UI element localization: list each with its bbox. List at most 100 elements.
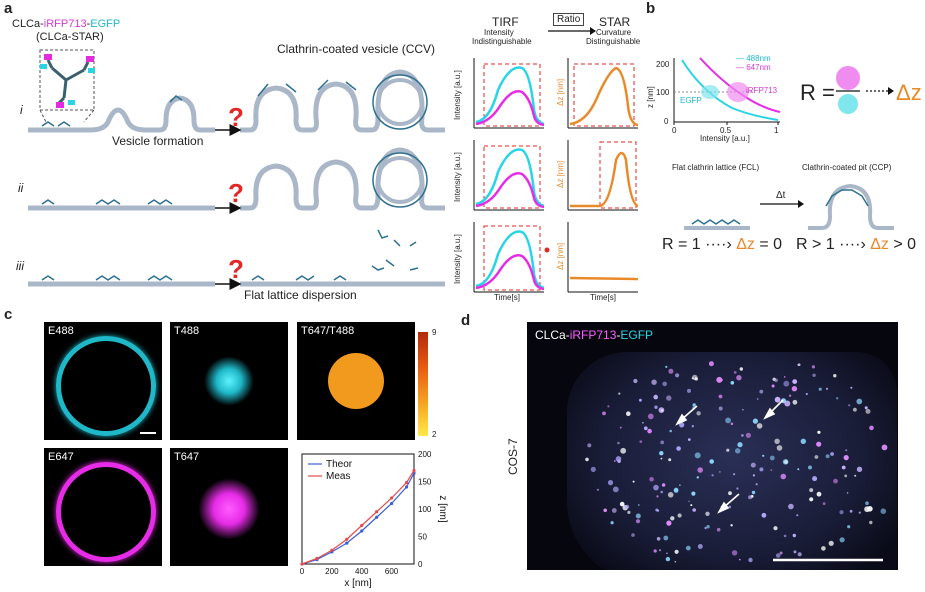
row-iii-label: iii	[16, 259, 24, 273]
ccv-title: Clathrin-coated vesicle (CCV)	[277, 42, 436, 56]
vesicle-dot	[675, 373, 680, 378]
trace-tirf-i	[473, 58, 545, 129]
vesicle-dot	[706, 525, 710, 529]
vesicle-dot	[825, 454, 830, 459]
fcl-eq-zero: = 0	[759, 236, 783, 253]
vesicle-dot	[797, 468, 800, 471]
vesicle-dot	[816, 441, 822, 447]
vesicle-dot	[822, 502, 826, 505]
vesicle-dot	[869, 520, 873, 525]
vesicle-dot	[756, 423, 763, 429]
probe-irfp: iRFP713	[43, 18, 87, 30]
vesicle-dot	[619, 426, 622, 429]
vesicle-dot	[661, 483, 666, 487]
vesicle-dot	[761, 512, 767, 518]
ratio-box: Ratio	[553, 13, 585, 26]
vesicle-dot	[848, 404, 851, 407]
tile-e488: E488	[44, 322, 162, 440]
ratio-arrow	[548, 27, 596, 35]
vesicle-dot	[733, 371, 737, 374]
vesicle-dot	[752, 418, 758, 424]
vesicle-dot	[670, 516, 675, 521]
legend-647: — 647nm	[736, 63, 771, 72]
trace-star-iii	[567, 222, 639, 293]
vesicle-dot	[692, 508, 696, 512]
row-ii-membrane	[28, 147, 445, 214]
vesicle-dot	[780, 473, 787, 480]
vesicle-dot	[668, 368, 674, 374]
vesicle-dot	[602, 411, 606, 416]
vesicle-dot	[656, 537, 661, 541]
d-title-irfp: iRFP713	[569, 328, 617, 342]
vesicle-dot	[660, 440, 665, 445]
vesicle-dot	[649, 477, 654, 482]
vesicle-dot	[880, 508, 887, 514]
vesicle-dot	[774, 378, 778, 383]
vesicle-dot	[739, 367, 743, 371]
vesicle-dot	[739, 558, 741, 561]
vesicle-dot	[726, 448, 730, 452]
vesicle-dot	[615, 456, 622, 462]
vesicle-dot	[635, 513, 641, 519]
d-title-prefix: CLCa-	[535, 328, 570, 342]
flat-lattice-dispersion-label: Flat lattice dispersion	[244, 288, 357, 302]
vesicle-dot	[626, 411, 631, 416]
row-i-label: i	[20, 103, 23, 117]
probe-dash: -	[86, 18, 91, 30]
ylabel-intensity-i: Intensity [a.u.]	[453, 70, 462, 120]
vesicle-dot	[677, 513, 682, 518]
r-equals: R =	[800, 80, 835, 105]
scalebar-c	[140, 432, 156, 434]
ylabel-dz-ii: Δz [nm]	[556, 160, 565, 188]
d-cell-line: COS-7	[506, 438, 520, 475]
vesicle-dot	[864, 506, 870, 513]
tile-t647-label: T647	[174, 451, 200, 463]
trace-tirf-iii	[473, 222, 550, 293]
c-point-meas	[412, 468, 416, 473]
vesicle-dot	[751, 490, 756, 495]
vesicle-dot	[660, 457, 663, 460]
c-line-chart: 0 200 400 600 0 50 100 150 200 x [nm] z [nm] TheorM…	[300, 450, 448, 588]
vesicle-dot	[666, 552, 668, 555]
vesicle-dot	[679, 484, 681, 486]
vesicle-dot	[812, 373, 816, 377]
vesicle-dot	[607, 480, 614, 486]
tile-t488-label: T488	[174, 325, 200, 337]
vesicle-dot	[844, 474, 848, 478]
tile-ratio: T647/T488	[297, 322, 415, 440]
question-mark-iii: ?	[228, 254, 244, 284]
vesicle-dot	[796, 514, 799, 517]
vesicle-dot	[843, 455, 849, 461]
tile-e647-label: E647	[48, 451, 74, 463]
vesicle-dot	[694, 452, 701, 459]
ratio-glyph	[836, 66, 894, 114]
vesicle-dot	[654, 405, 658, 409]
vesicle-dot	[784, 400, 791, 407]
ccp-equation: R > 1 ····› Δz > 0	[796, 236, 917, 253]
vesicle-dot	[719, 471, 721, 473]
vesicle-dot	[791, 386, 798, 392]
row-ii-label: ii	[18, 181, 24, 195]
vesicle-dot	[647, 413, 654, 420]
vesicle-dot	[809, 497, 814, 502]
fcl-eq-r: R = 1	[662, 236, 701, 253]
vesicle-dot	[797, 363, 800, 366]
c-point-theor	[404, 485, 409, 489]
ratio-colorbar	[418, 332, 428, 436]
vesicle-dot	[619, 501, 625, 507]
b-xtick-05: 0.5	[720, 126, 732, 135]
vesicle-dot	[792, 379, 798, 384]
c-legend-label-theor: Theor	[326, 459, 353, 470]
vesicle-dot	[759, 467, 764, 472]
vesicle-dot	[666, 395, 672, 401]
c-point-meas	[330, 548, 334, 552]
vesicle-dot	[839, 510, 844, 515]
trace-star-i	[567, 58, 639, 129]
vesicle-dot	[674, 549, 679, 554]
probe-prefix: CLCa-	[12, 18, 44, 30]
c-ylabel: z [nm]	[437, 495, 448, 522]
vesicle-dot	[612, 486, 619, 493]
tile-t488: T488	[170, 322, 288, 440]
vesicle-dot	[668, 458, 672, 462]
vesicle-dot	[655, 508, 659, 512]
